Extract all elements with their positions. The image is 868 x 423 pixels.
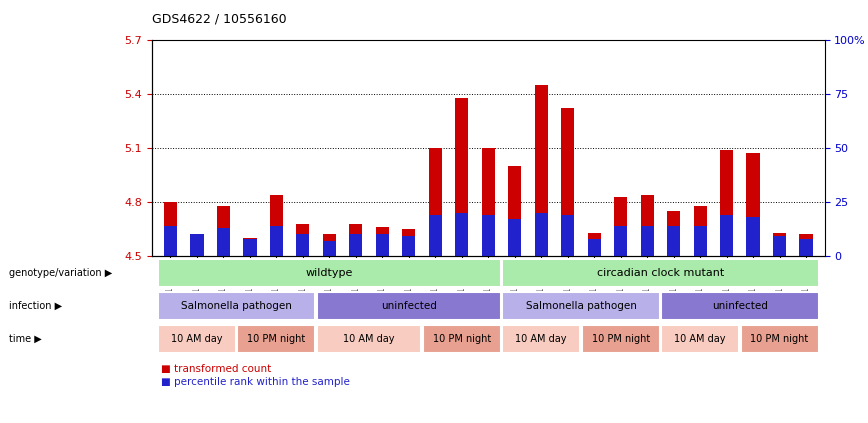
Text: 10 AM day: 10 AM day <box>171 334 223 344</box>
Bar <box>164 226 177 256</box>
Bar <box>561 215 575 256</box>
Bar <box>323 234 336 256</box>
Text: infection ▶: infection ▶ <box>9 301 62 311</box>
Bar <box>217 228 230 256</box>
Bar <box>799 234 812 256</box>
Bar <box>614 226 628 256</box>
Bar <box>455 213 469 256</box>
Bar <box>423 325 501 353</box>
Bar <box>349 224 363 256</box>
Bar <box>317 325 421 353</box>
Bar <box>508 219 522 256</box>
Bar <box>661 325 740 353</box>
Text: 10 AM day: 10 AM day <box>674 334 726 344</box>
Text: genotype/variation ▶: genotype/variation ▶ <box>9 268 112 278</box>
Bar <box>535 213 548 256</box>
Text: uninfected: uninfected <box>381 301 437 311</box>
Bar <box>773 233 786 256</box>
Bar <box>243 239 257 256</box>
Bar <box>799 239 812 256</box>
Text: ■ percentile rank within the sample: ■ percentile rank within the sample <box>161 376 350 387</box>
Bar <box>482 148 495 256</box>
Bar <box>614 197 628 256</box>
Text: ■ transformed count: ■ transformed count <box>161 364 271 374</box>
Bar <box>503 292 660 320</box>
Bar <box>746 217 760 256</box>
Bar <box>317 292 501 320</box>
Bar <box>503 259 819 287</box>
Bar <box>243 238 257 256</box>
Text: 10 PM night: 10 PM night <box>247 334 306 344</box>
Bar <box>190 234 203 256</box>
Text: uninfected: uninfected <box>712 301 768 311</box>
Text: 10 AM day: 10 AM day <box>516 334 567 344</box>
Text: time ▶: time ▶ <box>9 334 42 344</box>
Text: 10 PM night: 10 PM night <box>751 334 809 344</box>
Text: GDS4622 / 10556160: GDS4622 / 10556160 <box>152 12 286 25</box>
Text: wildtype: wildtype <box>306 268 353 278</box>
Text: circadian clock mutant: circadian clock mutant <box>597 268 724 278</box>
Bar <box>694 226 707 256</box>
Bar <box>503 325 581 353</box>
Bar <box>667 226 681 256</box>
Text: 10 PM night: 10 PM night <box>592 334 650 344</box>
Bar <box>402 236 416 256</box>
Bar <box>667 211 681 256</box>
Bar <box>720 215 733 256</box>
Bar <box>349 234 363 256</box>
Bar <box>323 241 336 256</box>
Bar <box>164 202 177 256</box>
Bar <box>588 239 601 256</box>
Text: 10 AM day: 10 AM day <box>344 334 395 344</box>
Bar <box>482 215 495 256</box>
Bar <box>694 206 707 256</box>
Bar <box>740 325 819 353</box>
Bar <box>582 325 660 353</box>
Bar <box>376 234 389 256</box>
Bar <box>158 325 236 353</box>
Bar <box>270 195 283 256</box>
Bar <box>746 154 760 256</box>
Text: 10 PM night: 10 PM night <box>432 334 491 344</box>
Bar <box>429 215 442 256</box>
Bar <box>237 325 315 353</box>
Bar <box>402 229 416 256</box>
Bar <box>296 224 310 256</box>
Bar <box>376 227 389 256</box>
Bar <box>661 292 819 320</box>
Bar <box>158 292 315 320</box>
Bar <box>296 234 310 256</box>
Bar <box>270 226 283 256</box>
Text: Salmonella pathogen: Salmonella pathogen <box>525 301 636 311</box>
Bar <box>641 195 654 256</box>
Bar <box>508 166 522 256</box>
Bar <box>217 206 230 256</box>
Bar <box>773 236 786 256</box>
Bar <box>535 85 548 256</box>
Text: Salmonella pathogen: Salmonella pathogen <box>181 301 293 311</box>
Bar <box>588 233 601 256</box>
Bar <box>429 148 442 256</box>
Bar <box>561 109 575 256</box>
Bar <box>720 150 733 256</box>
Bar <box>190 234 203 256</box>
Bar <box>641 226 654 256</box>
Bar <box>455 98 469 256</box>
Bar <box>158 259 501 287</box>
